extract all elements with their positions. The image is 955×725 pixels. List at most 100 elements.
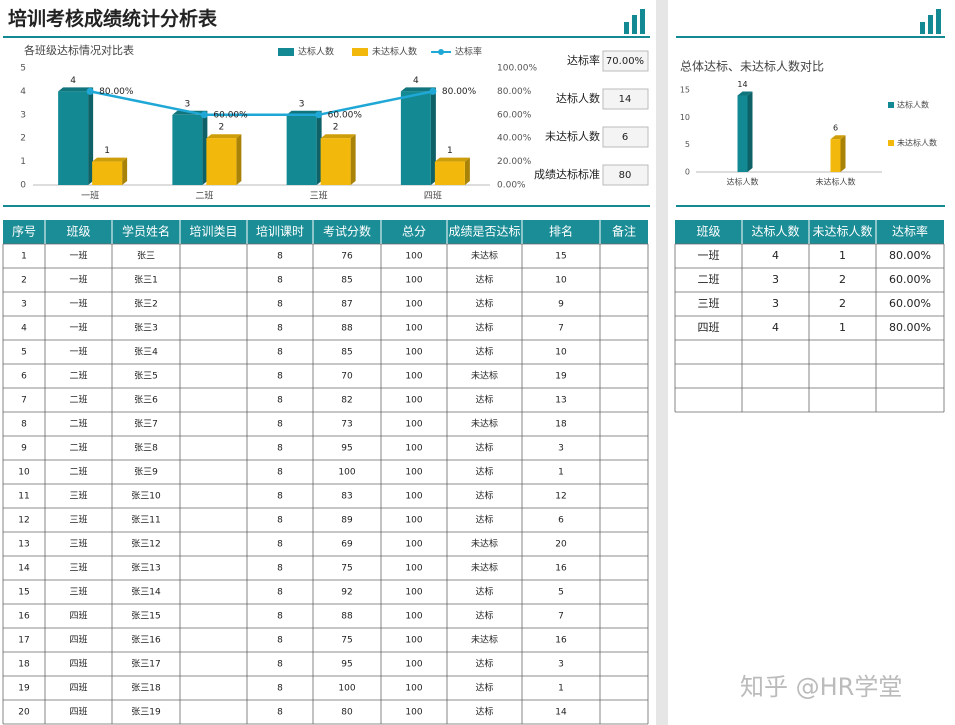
table-cell: 19: [555, 372, 567, 382]
table-cell: 四班: [69, 610, 87, 622]
table-cell: 张三16: [131, 635, 161, 646]
y-tick-label: 4: [20, 87, 26, 97]
table-cell: 未达标: [471, 418, 498, 430]
y2-tick-label: 80.00%: [497, 87, 532, 97]
table-cell: 三班: [69, 490, 87, 502]
table-cell: 12: [18, 516, 29, 526]
legend-label: 达标率: [455, 46, 482, 58]
table-cell: 4: [21, 324, 27, 334]
legend-label: 达标人数: [897, 100, 929, 110]
bar-side: [747, 91, 753, 172]
table-cell: 张三14: [131, 587, 161, 598]
table-cell: 100: [405, 540, 422, 550]
table-cell: 80: [341, 708, 353, 718]
summary-box: [602, 88, 649, 110]
bar: [172, 114, 203, 185]
data-label: 3: [299, 99, 305, 109]
table-cell: 19: [18, 684, 30, 694]
data-label: 60.00%: [328, 110, 363, 120]
bar-side: [464, 157, 470, 185]
table-cell: 张三13: [131, 563, 160, 574]
bar-top: [737, 91, 753, 96]
table-cell: 未达标: [471, 370, 498, 382]
table-cell: 100: [405, 636, 422, 646]
y-tick-label: 2: [20, 134, 26, 144]
table-cell: 达标: [475, 706, 493, 718]
column-header: 未达标人数: [812, 224, 872, 239]
x-tick-label: 达标人数: [727, 177, 759, 187]
bar-side: [316, 110, 322, 185]
table-cell: 达标: [475, 658, 493, 670]
table-cell: 达标: [475, 466, 493, 478]
bar: [206, 138, 237, 185]
table-cell: 达标: [475, 394, 493, 406]
data-label: 80.00%: [442, 87, 477, 97]
table-cell: 70: [341, 372, 353, 382]
column-header: 达标率: [892, 224, 928, 239]
table-cell: 15: [18, 588, 29, 598]
table-cell: 1: [839, 321, 846, 334]
bar-top: [206, 134, 242, 139]
table-cell: 未达标: [471, 538, 498, 550]
summary-box: [602, 126, 649, 148]
table-cell: 二班: [698, 273, 720, 286]
table-cell: 9: [21, 444, 27, 454]
table-cell: 14: [18, 564, 30, 574]
legend-marker: [438, 49, 445, 55]
legend-label: 未达标人数: [372, 46, 417, 58]
table-cell: 二班: [69, 370, 87, 382]
chart-title: 各班级达标情况对比表: [24, 43, 134, 57]
table-cell: 8: [277, 324, 283, 334]
table-cell: 达标: [475, 298, 493, 310]
table-cell: 3: [21, 300, 27, 310]
table-cell: 三班: [69, 538, 87, 550]
data-label: 80.00%: [99, 87, 134, 97]
table-cell: 76: [341, 252, 353, 262]
table-cell: 3: [558, 444, 564, 454]
table-cell: 张三9: [134, 467, 158, 478]
table-cell: 一班: [69, 274, 87, 286]
y2-tick-label: 20.00%: [497, 157, 532, 167]
table-cell: 8: [277, 588, 283, 598]
table-cell: 10: [18, 468, 30, 478]
data-label: 14: [737, 80, 747, 89]
column-header: 序号: [12, 224, 36, 239]
table-cell: 二班: [69, 394, 87, 406]
table-cell: 100: [405, 372, 422, 382]
table-cell: 75: [341, 564, 352, 574]
table-cell: 16: [555, 636, 567, 646]
icon: [624, 9, 941, 34]
table-cell: 2: [839, 273, 846, 286]
table-cell: 8: [277, 684, 283, 694]
summary-box: [602, 164, 649, 186]
chart-title: 总体达标、未达标人数对比: [680, 59, 824, 74]
bar: [320, 138, 351, 185]
table-cell: 85: [341, 348, 352, 358]
table-cell: 17: [18, 636, 29, 646]
table-cell: 一班: [69, 346, 87, 358]
table-cell: 8: [277, 636, 283, 646]
table-cell: 80.00%: [889, 321, 931, 334]
bar-top: [320, 134, 356, 139]
y-tick-label: 1: [20, 157, 26, 167]
bar-top: [830, 135, 846, 140]
table-cell: 二班: [69, 466, 87, 478]
table-cell: 一班: [698, 249, 720, 262]
table-cell: 一班: [69, 250, 87, 262]
table-cell: 达标: [475, 682, 493, 694]
table-cell: 89: [341, 516, 353, 526]
table-cell: 100: [405, 324, 422, 334]
table-cell: 8: [277, 252, 283, 262]
icon-bar: [928, 15, 933, 34]
table-cell: 未达标: [471, 250, 498, 262]
table-cell: 三班: [69, 586, 87, 598]
table-cell: 四班: [69, 658, 87, 670]
bar-top: [58, 87, 94, 92]
table-cell: 7: [558, 324, 564, 334]
table-cell: 二班: [69, 442, 87, 454]
y-tick-label: 10: [680, 113, 690, 122]
y-tick-label: 5: [685, 140, 690, 149]
table-cell: 88: [341, 612, 353, 622]
table-cell: 三班: [69, 562, 87, 574]
x-tick-label: 一班: [81, 190, 99, 202]
